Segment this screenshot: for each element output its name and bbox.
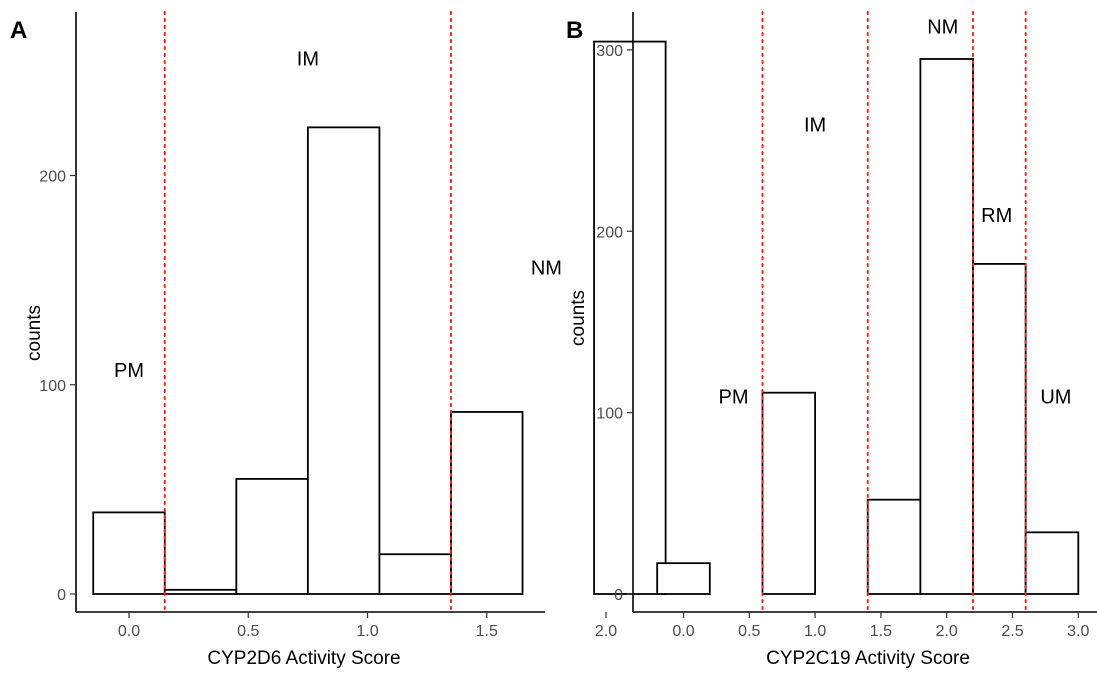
panel-b-annotation-im: IM — [804, 114, 826, 136]
panel-b-annotation-rm: RM — [981, 205, 1012, 227]
panel-a-x-axis-title: CYP2D6 Activity Score — [207, 648, 400, 669]
panel-a-x-tick-label-2: 1.0 — [356, 623, 378, 640]
panel-a-y-tick-label-0: 0 — [57, 587, 66, 604]
panel-b-annotation-um: UM — [1040, 386, 1071, 408]
panel-a-x-tick-label-1: 0.5 — [237, 623, 259, 640]
panel-b-bar-3 — [919, 58, 974, 595]
panel-a-annotation-nm: NM — [531, 258, 562, 280]
panel-a-y-axis-title: counts — [24, 305, 45, 361]
panel-b-bar-2 — [866, 498, 922, 595]
panel-b-x-tick-label-0: 0.0 — [672, 623, 694, 640]
panel-b-annotation-pm: PM — [719, 386, 749, 408]
panel-a-bar-0 — [92, 511, 166, 595]
panel-a-bar-4 — [378, 553, 452, 595]
panel-b-x-tick-label-6: 3.0 — [1067, 623, 1089, 640]
panel-a-bar-5 — [450, 411, 524, 595]
panel-b: B counts CYP2C19 Activity Score 0.0 0.5 1.… — [566, 11, 1097, 669]
panel-a-x-tick-label-0: 0.0 — [118, 623, 140, 640]
panel-b-y-tick-label-3: 300 — [596, 43, 623, 60]
panel-a: A counts CYP2D6 Activity Score 0.0 0.5 1.0… — [10, 11, 667, 669]
panel-b-y-tick-label-1: 100 — [596, 406, 623, 423]
panel-a-bar-2 — [235, 478, 309, 595]
panel-b-x-tick-label-3: 1.5 — [870, 623, 892, 640]
panel-a-x-tick-label-3: 1.5 — [476, 623, 498, 640]
panel-b-y-axis-title: counts — [568, 290, 589, 346]
panel-b-plot-area: 0.0 0.5 1.0 1.5 2.0 2.5 3.0 0 100 200 300 PM IM NM RM U… — [596, 11, 1097, 640]
panel-a-annotation-im: IM — [297, 48, 319, 70]
panel-b-y-tick-label-2: 200 — [596, 224, 623, 241]
panel-b-bar-0 — [656, 562, 711, 595]
panel-b-bar-1 — [761, 391, 817, 595]
panel-a-tag: A — [10, 17, 27, 44]
panel-b-bar-5 — [1024, 531, 1080, 595]
panel-b-tag: B — [566, 17, 583, 44]
panel-a-y-tick-label-2: 200 — [39, 169, 66, 186]
panel-a-plot-area: 0.0 0.5 1.0 1.5 2.0 0 100 200 PM IM NM — [39, 11, 667, 640]
panel-b-y-tick-label-0: 0 — [614, 587, 623, 604]
panel-a-bar-1 — [163, 588, 238, 595]
panel-b-x-tick-label-4: 2.0 — [936, 623, 958, 640]
panel-a-annotation-pm: PM — [114, 360, 144, 382]
panel-a-bar-6 — [593, 40, 667, 595]
panel-b-annotation-nm: NM — [927, 16, 958, 38]
panel-b-x-axis-title: CYP2C19 Activity Score — [766, 648, 970, 669]
panel-b-bar-4 — [972, 263, 1027, 595]
panel-a-y-tick-label-1: 100 — [39, 378, 66, 395]
panel-b-x-tick-label-5: 2.5 — [1001, 623, 1023, 640]
panel-b-x-tick-label-2: 1.0 — [804, 623, 826, 640]
panel-b-x-tick-label-1: 0.5 — [738, 623, 760, 640]
panel-a-bar-3 — [306, 126, 381, 595]
panel-a-x-tick-label-4: 2.0 — [595, 623, 617, 640]
